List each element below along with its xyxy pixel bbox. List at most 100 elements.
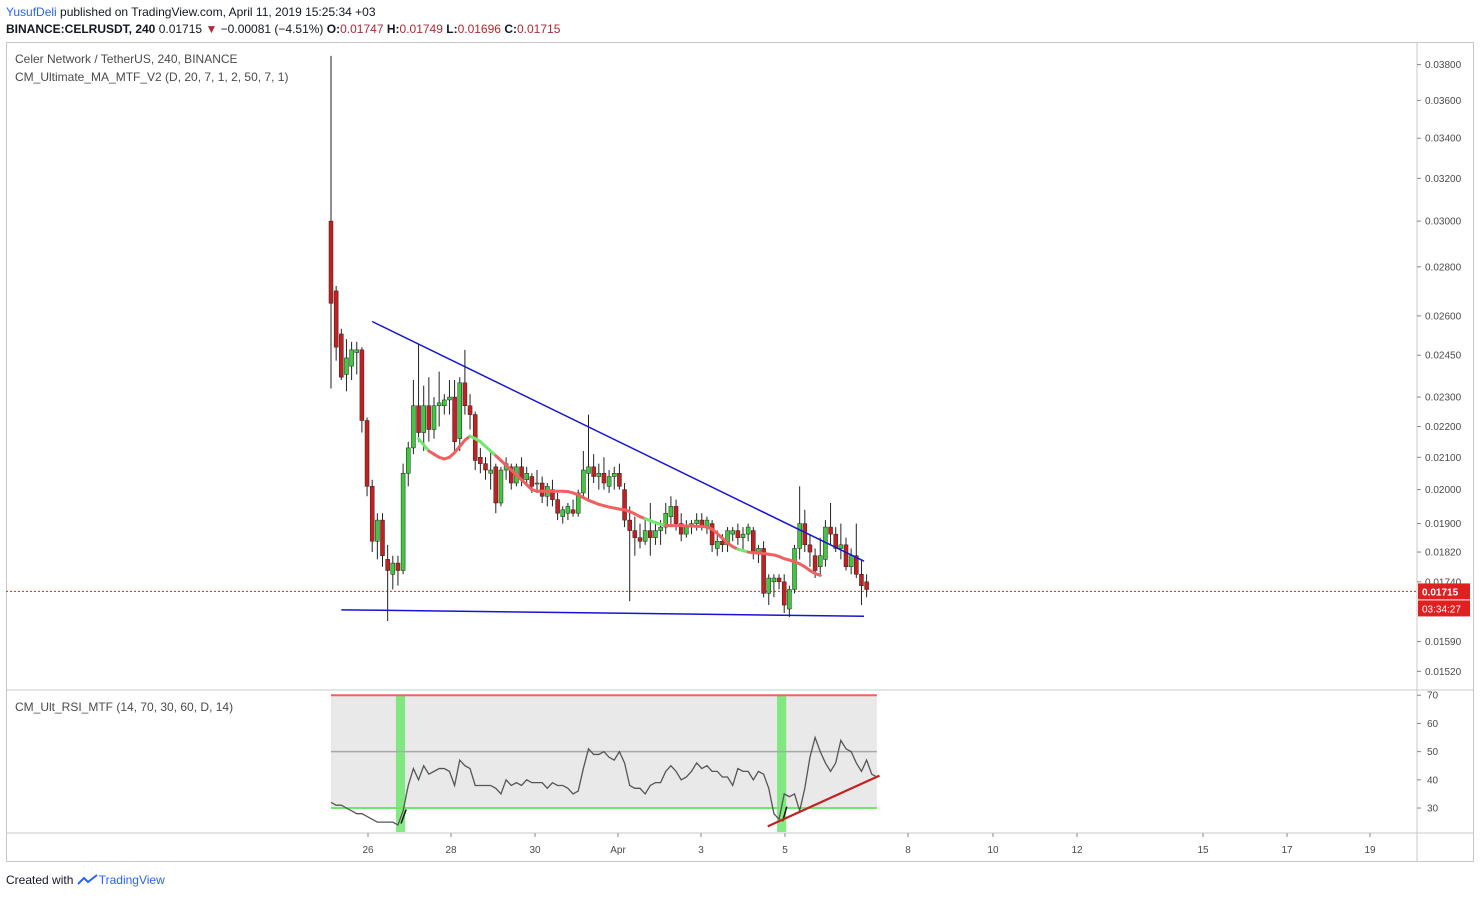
candle-body (411, 405, 416, 449)
candle-body (488, 469, 493, 474)
candle-body (807, 544, 813, 553)
candle-body (678, 523, 684, 535)
price-axis-label: 0.01590 (1425, 637, 1462, 648)
candle-body (400, 473, 406, 571)
candle-body (555, 499, 560, 514)
candle-body (761, 548, 766, 594)
ma-line-segment (813, 572, 822, 577)
candle-body (529, 476, 535, 487)
rsi-axis-label: 50 (1427, 747, 1439, 758)
candle-body (709, 523, 715, 546)
candle-body (859, 574, 864, 586)
tradingview-link[interactable]: TradingView (98, 873, 165, 887)
candle-body (756, 548, 761, 553)
candle-body (864, 581, 869, 590)
chart-frame[interactable] (6, 42, 1474, 862)
rsi-trendline (767, 774, 880, 828)
close-label: C: (504, 22, 517, 36)
publish-line: YusufDeli published on TradingView.com, … (6, 5, 376, 19)
candle-body (436, 402, 442, 407)
candle-body (591, 466, 596, 477)
last-price: 0.01715 (158, 22, 203, 36)
price-axis-label: 0.02100 (1425, 453, 1462, 464)
countdown-badge-text: 03:34:27 (1422, 604, 1461, 615)
time-axis-label: 30 (529, 845, 541, 856)
candle-body (663, 512, 668, 528)
price-axis-label: 0.03800 (1425, 60, 1462, 71)
candle-body (457, 382, 462, 439)
candle-body (622, 489, 627, 521)
main-legend-title[interactable]: Celer Network / TetherUS, 240, BINANCE (15, 52, 238, 66)
symbol-name: BINANCE:CELRUSDT, 240 (6, 22, 156, 36)
time-axis-label: 10 (987, 845, 999, 856)
candle-body (498, 469, 504, 504)
candle-body (416, 405, 421, 433)
candle-body (586, 466, 591, 474)
candle-body (570, 509, 576, 514)
price-axis-label: 0.02600 (1425, 311, 1462, 322)
symbol-line: BINANCE:CELRUSDT, 240 0.01715 ▼ −0.00081… (6, 22, 560, 36)
candle-body (359, 349, 365, 421)
candle-body (740, 533, 746, 538)
candle-body (385, 559, 390, 571)
candle-body (478, 457, 483, 464)
candle-body (612, 473, 617, 477)
open-label: O: (326, 22, 341, 36)
candle-body (642, 530, 648, 542)
created-with-text: Created with (6, 873, 74, 887)
time-axis-label: 12 (1071, 845, 1083, 856)
rsi-oversold-highlight (395, 695, 406, 832)
candle-body (534, 482, 540, 485)
candle-body (812, 555, 818, 571)
price-axis-label: 0.03400 (1425, 134, 1462, 145)
candle-body (771, 577, 777, 583)
candle-body (833, 533, 838, 549)
candle-body (627, 519, 632, 531)
author-link[interactable]: YusufDeli (6, 5, 57, 19)
rsi-oversold-highlight (777, 695, 787, 832)
time-axis-label: 15 (1197, 845, 1209, 856)
candle-body (637, 537, 643, 542)
descending-trendline (371, 320, 865, 562)
candle-body (653, 530, 658, 538)
price-change: −0.00081 (−4.51%) (220, 22, 324, 36)
candle-body (632, 530, 638, 538)
candle-body (694, 519, 699, 524)
price-axis-label: 0.01900 (1425, 519, 1462, 530)
ma-indicator-legend[interactable]: CM_Ultimate_MA_MTF_V2 (D, 20, 7, 1, 2, 5… (15, 70, 289, 84)
price-axis-label: 0.01820 (1425, 548, 1462, 559)
price-axis-label: 0.02000 (1425, 485, 1462, 496)
candle-body (730, 530, 735, 535)
candle-body (838, 544, 844, 549)
last-price-badge-text: 0.01715 (1422, 587, 1459, 598)
candle-body (328, 220, 334, 304)
rsi-line (330, 735, 878, 826)
candle-body (442, 399, 447, 407)
candle-body (684, 526, 689, 535)
candle-body (854, 555, 859, 575)
open-value: 0.01747 (340, 22, 384, 36)
candle-body (375, 519, 380, 542)
candle-body (493, 466, 499, 504)
low-value: 0.01696 (457, 22, 501, 36)
price-axis-label: 0.03600 (1425, 96, 1462, 107)
time-axis-label: 3 (698, 845, 704, 856)
rsi-marker-line (400, 809, 407, 824)
published-text: published on TradingView.com, April 11, … (56, 5, 376, 19)
candle-body (395, 562, 401, 571)
rsi-axis-label: 30 (1427, 804, 1439, 815)
candle-body (802, 523, 808, 546)
rsi-indicator-legend[interactable]: CM_Ult_RSI_MTF (14, 70, 30, 60, D, 14) (15, 700, 234, 714)
candle-body (596, 473, 602, 477)
candle-body (364, 420, 370, 487)
price-axis-label: 0.02300 (1425, 393, 1462, 404)
price-axis-label: 0.02200 (1425, 422, 1462, 433)
candle-body (715, 540, 720, 549)
time-axis-label: Apr (610, 845, 626, 856)
candle-body (509, 466, 514, 484)
support-trendline (341, 609, 865, 617)
time-axis-label: 5 (782, 845, 788, 856)
candle-body (581, 469, 586, 494)
close-value: 0.01715 (516, 22, 561, 36)
